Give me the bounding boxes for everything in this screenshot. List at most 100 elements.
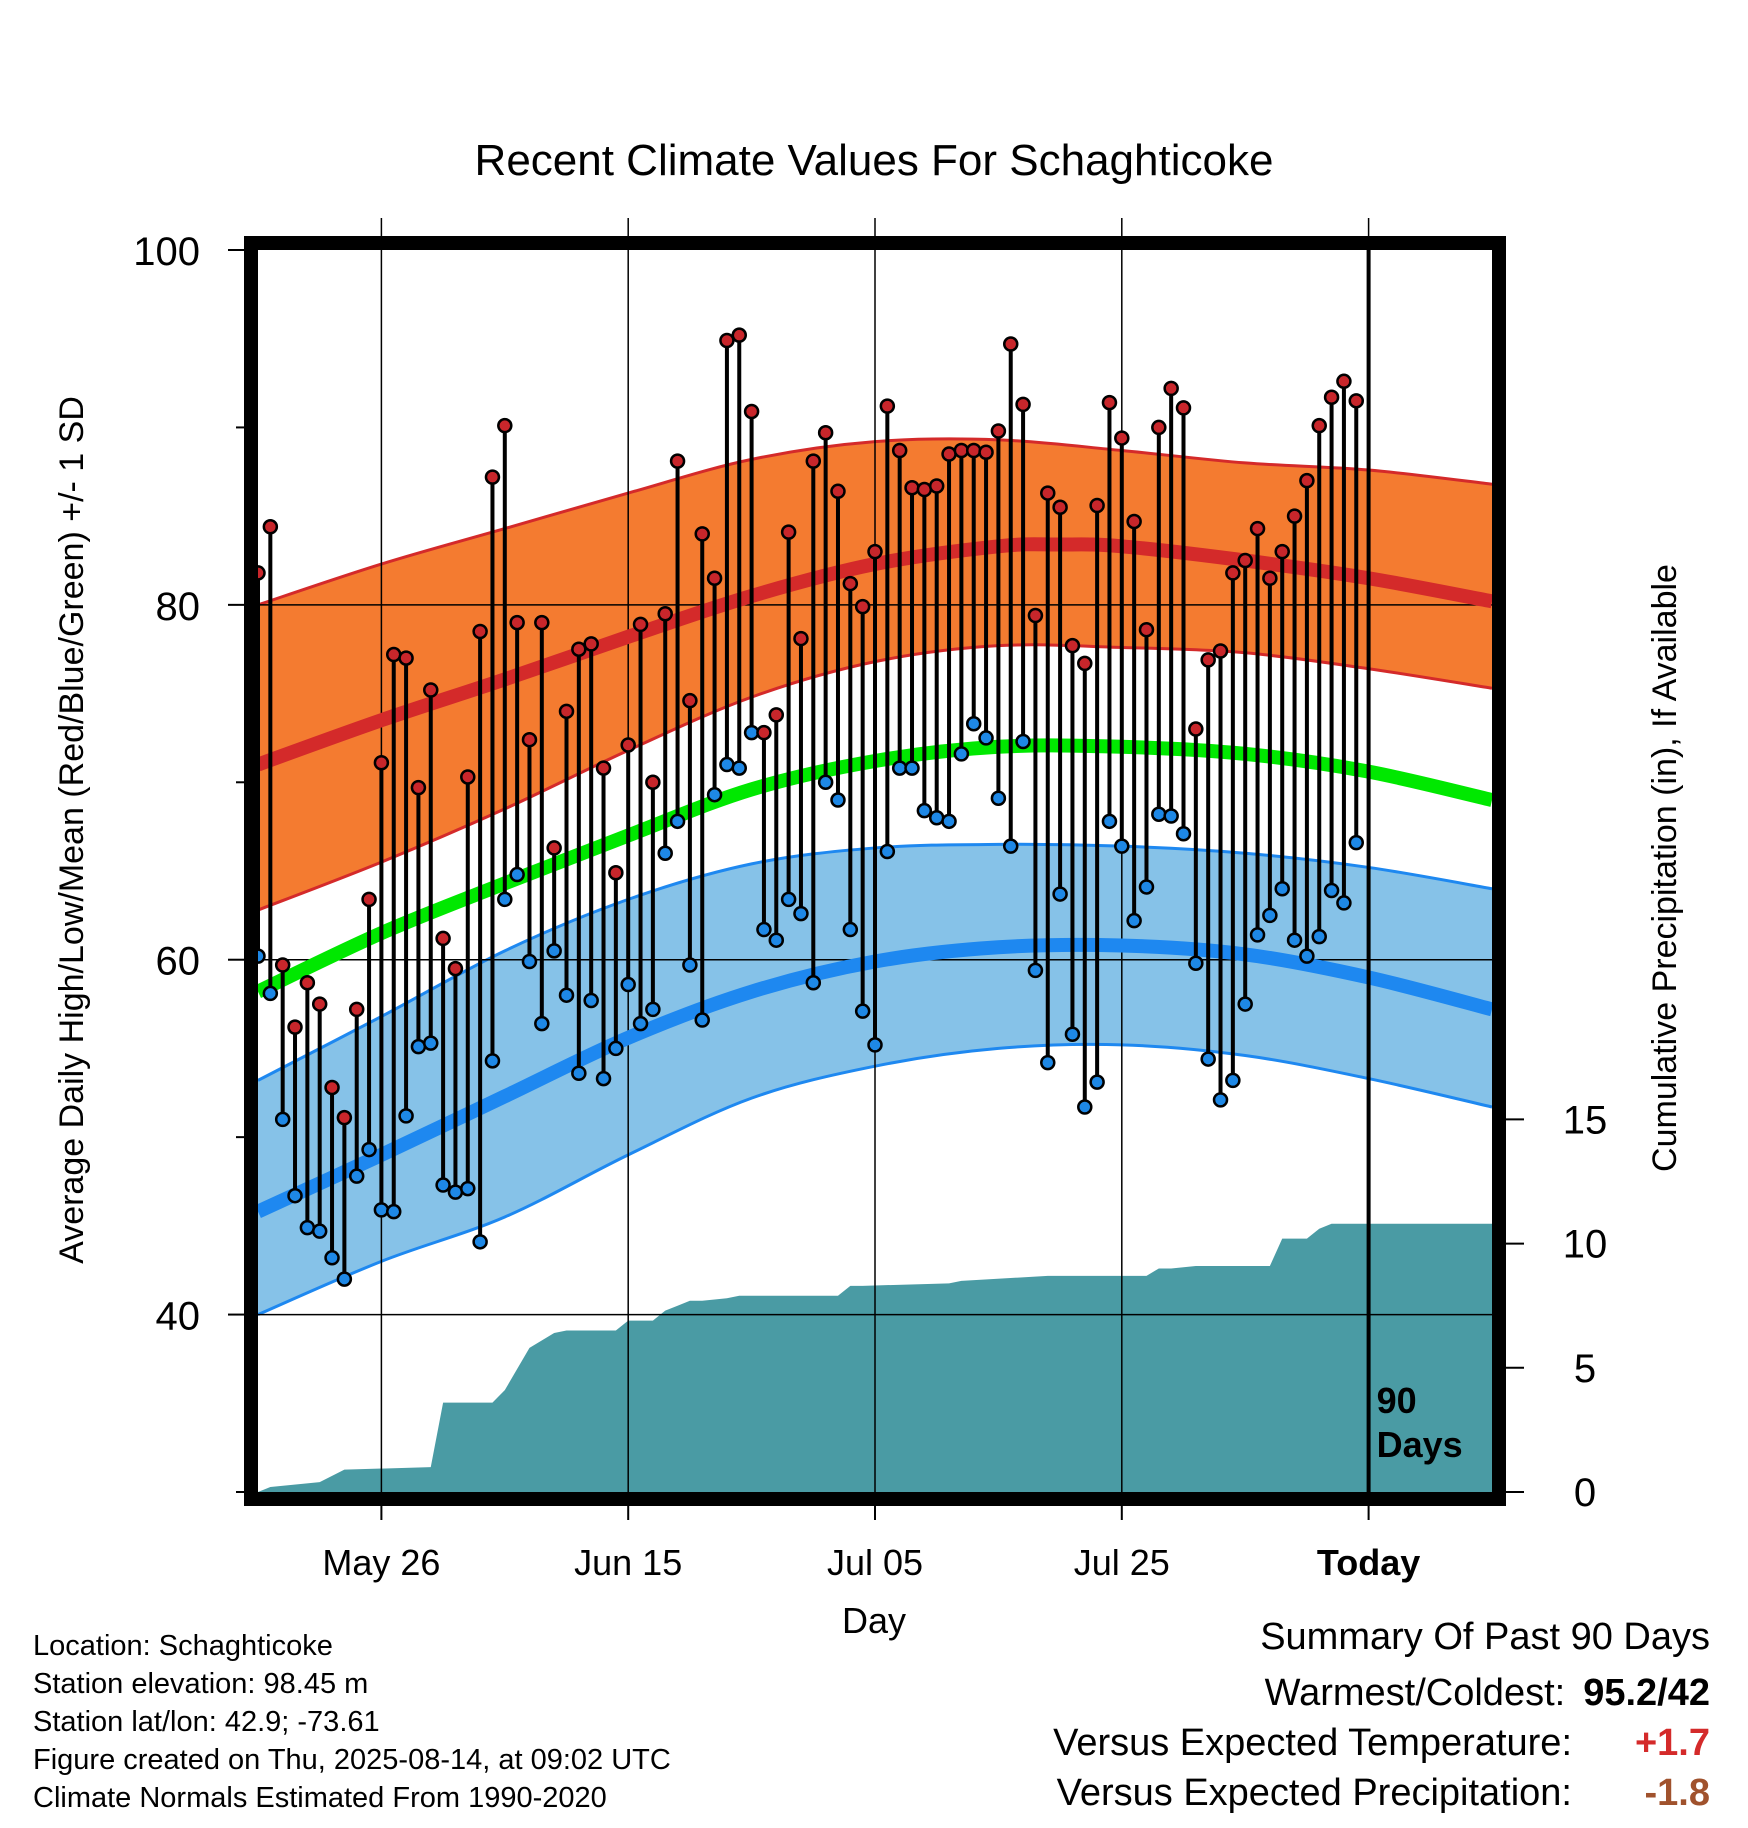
obs-low-point xyxy=(682,957,698,973)
obs-low-point xyxy=(571,1065,587,1082)
obs-low-point xyxy=(373,1202,390,1218)
obs-low-point xyxy=(1077,1099,1093,1115)
obs-high-point xyxy=(311,996,328,1012)
x-tick-label: Today xyxy=(1317,1542,1420,1583)
x-tick-label: Jul 25 xyxy=(1074,1542,1170,1583)
obs-high-point xyxy=(373,755,390,771)
obs-high-point xyxy=(805,453,822,469)
obs-high-point xyxy=(756,724,772,741)
obs-low-point xyxy=(1274,880,1290,897)
obs-high-point xyxy=(1027,607,1044,624)
chart-title: Recent Climate Values For Schaghticoke xyxy=(475,136,1274,185)
obs-low-point xyxy=(694,1012,710,1028)
obs-high-point xyxy=(558,703,575,720)
obs-low-point xyxy=(1064,1026,1081,1042)
obs-low-point xyxy=(978,730,994,746)
obs-high-point xyxy=(1138,621,1155,638)
obs-high-point xyxy=(299,975,316,991)
obs-low-point xyxy=(620,976,636,993)
obs-high-point xyxy=(1323,389,1340,406)
obs-high-point xyxy=(990,423,1007,439)
obs-high-point xyxy=(447,960,464,977)
y2-tick-label: 0 xyxy=(1574,1471,1596,1515)
footer-normals: Climate Normals Estimated From 1990-2020 xyxy=(33,1782,607,1814)
y-tick-label: 60 xyxy=(156,940,201,984)
obs-low-point xyxy=(1101,813,1118,830)
obs-high-point xyxy=(546,840,562,856)
obs-high-point xyxy=(324,1079,340,1096)
obs-high-point xyxy=(793,630,809,647)
obs-low-point xyxy=(731,760,748,776)
obs-high-point xyxy=(472,623,488,640)
obs-low-point xyxy=(756,921,772,938)
obs-high-point xyxy=(1015,396,1031,413)
obs-high-point xyxy=(780,524,797,540)
y-axis-label: Average Daily High/Low/Mean (Red/Blue/Gr… xyxy=(53,396,91,1264)
y2-axis-label: Cumulative Precipitation (in), If Availa… xyxy=(1646,564,1684,1172)
obs-low-point xyxy=(311,1223,328,1239)
obs-high-point xyxy=(484,469,501,485)
footer-latlon: Station lat/lon: 42.9; -73.61 xyxy=(33,1706,380,1738)
obs-low-point xyxy=(324,1250,340,1266)
obs-low-point xyxy=(1151,806,1167,822)
obs-low-point xyxy=(743,724,760,741)
obs-low-point xyxy=(941,813,957,830)
obs-low-point xyxy=(1188,955,1204,972)
obs-low-point xyxy=(361,1141,377,1158)
summary-precip-label: Versus Expected Precipitation: xyxy=(1056,1772,1572,1814)
obs-low-point xyxy=(435,1177,451,1193)
obs-low-point xyxy=(965,715,982,732)
obs-low-point xyxy=(447,1184,464,1200)
obs-high-point xyxy=(1336,373,1352,390)
obs-low-point xyxy=(1002,838,1019,854)
obs-low-point xyxy=(1323,882,1340,899)
obs-high-point xyxy=(694,526,710,542)
summary-temp-label: Versus Expected Temperature: xyxy=(1053,1722,1572,1764)
obs-high-point xyxy=(1052,499,1068,516)
summary-temp-value: +1.7 xyxy=(1634,1722,1710,1764)
obs-low-point xyxy=(928,810,945,826)
obs-low-point xyxy=(1225,1072,1241,1089)
obs-low-point xyxy=(645,1001,661,1018)
obs-high-point xyxy=(1101,394,1118,411)
obs-high-point xyxy=(867,543,883,560)
obs-high-point xyxy=(1286,508,1303,524)
obs-high-point xyxy=(978,444,994,461)
period-label: 90 xyxy=(1377,1380,1417,1421)
obs-low-point xyxy=(990,790,1007,807)
obs-high-point xyxy=(916,481,933,498)
obs-high-point xyxy=(1311,417,1327,434)
obs-high-point xyxy=(1002,336,1019,352)
obs-low-point xyxy=(830,792,846,808)
obs-low-point xyxy=(262,985,279,1002)
summary-precip: Versus Expected Precipitation: -1.8 xyxy=(1057,1772,1710,1815)
obs-low-point xyxy=(1138,879,1155,895)
obs-low-point xyxy=(497,891,513,908)
obs-low-point xyxy=(521,953,538,970)
obs-low-point xyxy=(509,866,525,883)
obs-low-point xyxy=(1126,912,1142,929)
obs-high-point xyxy=(509,614,525,631)
y2-tick-label: 10 xyxy=(1563,1223,1608,1267)
obs-low-point xyxy=(953,746,970,762)
obs-high-point xyxy=(595,760,612,776)
obs-high-point xyxy=(1077,655,1093,672)
obs-low-point xyxy=(1262,907,1278,924)
obs-low-point xyxy=(546,943,562,959)
obs-high-point xyxy=(879,398,896,414)
footer-created: Figure created on Thu, 2025-08-14, at 09… xyxy=(33,1744,671,1776)
obs-high-point xyxy=(287,1019,303,1035)
obs-low-point xyxy=(1015,733,1031,750)
obs-high-point xyxy=(1262,570,1278,586)
obs-low-point xyxy=(1237,996,1253,1012)
obs-high-point xyxy=(1151,419,1167,436)
plot-border xyxy=(244,236,1506,1506)
obs-low-point xyxy=(719,756,735,773)
obs-high-point xyxy=(657,605,673,622)
obs-high-point xyxy=(620,737,636,753)
summary-title: Summary Of Past 90 Days xyxy=(1260,1616,1710,1658)
obs-high-point xyxy=(1249,520,1266,537)
obs-high-point xyxy=(398,650,414,666)
footer-elevation: Station elevation: 98.45 m xyxy=(33,1668,369,1700)
